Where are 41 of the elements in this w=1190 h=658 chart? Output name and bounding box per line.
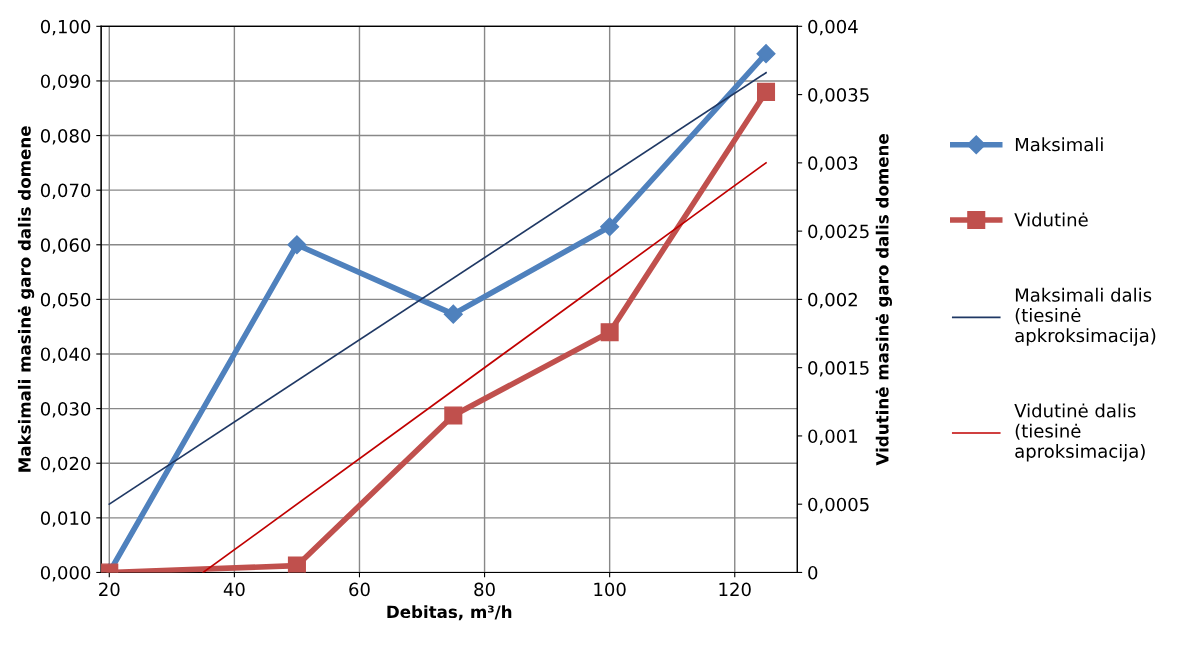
y2-tick-label: 0 (808, 565, 818, 580)
y-tick-label: 0,080 (40, 129, 91, 145)
y-tick-label: 0,100 (40, 19, 91, 36)
y-tick-label: 0,070 (40, 183, 91, 200)
x-tick-label: 100 (594, 582, 626, 597)
legend-label: Vidutinė dalis (tiesinė aproksimacija) (1014, 403, 1145, 462)
point (287, 235, 307, 255)
y2-tick-label: 0,0005 (808, 497, 869, 514)
x-tick-label: 80 (474, 582, 495, 597)
y2-tick-label: 0,0035 (808, 88, 869, 104)
y-tick-label: 0,020 (40, 456, 91, 473)
y-tick-label: 0,030 (40, 402, 91, 418)
point (443, 304, 463, 324)
y2-tick-label: 0,002 (808, 292, 857, 309)
y-tick-label: 0,010 (40, 511, 91, 527)
y-tick-label: 0,090 (40, 74, 91, 90)
y-axis-title: Maksimali masinė garo dalis domene (17, 126, 35, 472)
point (600, 323, 619, 342)
x-tick-label: 60 (349, 582, 370, 597)
legend-label: Maksimali (1015, 137, 1103, 152)
point (444, 406, 463, 425)
legend-label: Vidutinė (1014, 212, 1088, 227)
x-tick-label: 40 (223, 582, 245, 597)
y2-axis-title: Vidutinė masinė garo dalis domene (875, 134, 893, 466)
x-tick-label: 20 (99, 582, 120, 597)
y-tick-label: 0,060 (40, 238, 91, 254)
y-tick-label: 0,050 (40, 292, 91, 309)
y2-tick-label: 0,0025 (808, 224, 869, 241)
point (756, 82, 776, 101)
point (287, 556, 306, 573)
x-axis-title: Debitas, m³/h (387, 605, 512, 621)
y2-tick-label: 0,0015 (808, 361, 869, 377)
point (600, 217, 620, 237)
x-tick-label: 120 (719, 582, 751, 597)
y-tick-label: 0,040 (40, 347, 91, 363)
y2-tick-label: 0,003 (808, 156, 858, 172)
y-tick-label: 0,000 (40, 565, 91, 582)
legend-label: Maksimali dalis (tiesinė apkroksimacija) (1015, 287, 1156, 346)
y2-tick-label: 0,004 (808, 19, 858, 36)
point (756, 44, 776, 64)
y2-tick-label: 0,001 (808, 429, 858, 445)
